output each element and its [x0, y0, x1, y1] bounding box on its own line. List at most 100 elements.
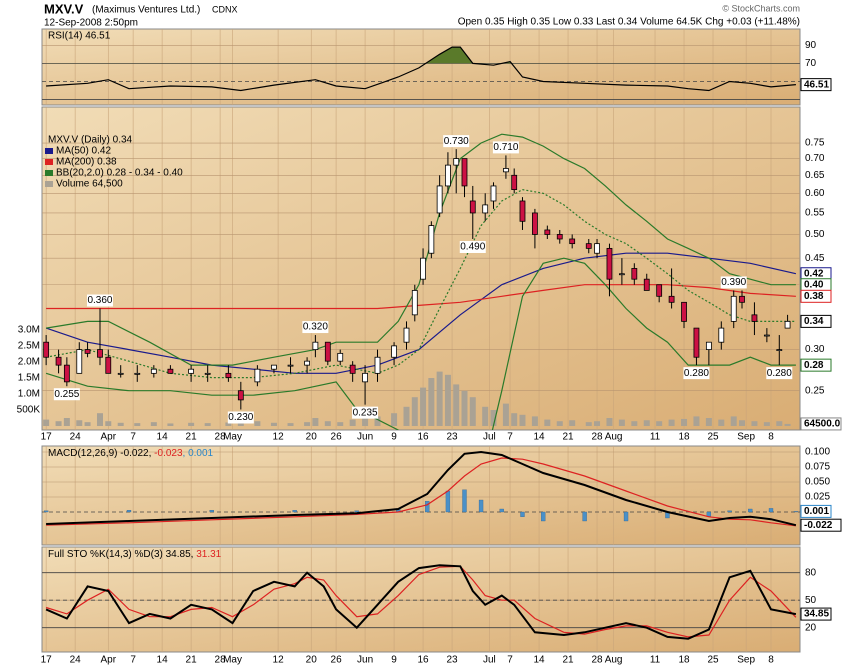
x-tick-label: 21	[562, 655, 574, 666]
x-tick-label: Aug	[605, 655, 623, 666]
histogram-bar	[209, 510, 214, 513]
end-label: 0.001	[804, 506, 829, 517]
volume-bar	[461, 390, 468, 427]
end-label: 0.38	[804, 291, 824, 302]
candle-body	[84, 349, 91, 354]
histogram-bar	[43, 510, 49, 513]
candle-body	[391, 345, 397, 358]
volume-bar	[618, 419, 625, 427]
x-tick-label: 21	[186, 432, 198, 443]
candle-body	[594, 243, 600, 254]
volume-bar	[43, 419, 50, 427]
overlay-line	[45, 257, 796, 430]
panel-title: Full STO %K(14,3) %D(3) 34.85, 31.31	[48, 549, 222, 560]
candle-body	[374, 356, 381, 374]
symbol: MXV.V	[44, 1, 84, 16]
x-tick-label: 23	[447, 655, 459, 666]
end-label: 46.51	[804, 79, 829, 90]
y-tick-label: 70	[805, 58, 817, 69]
x-tick-label: 28	[591, 432, 603, 443]
candle-body	[569, 238, 576, 245]
volume-bar	[188, 422, 195, 427]
x-tick-label: 26	[331, 432, 343, 443]
x-tick-label: 11	[650, 432, 661, 443]
volume-bar	[502, 403, 509, 427]
candle-body	[254, 368, 261, 383]
plot-area	[42, 547, 800, 652]
annotation: 0.360	[87, 295, 112, 306]
y-tick-label: 0.70	[805, 153, 825, 164]
x-tick-label: 7	[507, 432, 513, 443]
histogram-bar	[748, 508, 753, 513]
plot-area	[42, 29, 800, 105]
x-tick-label: 28	[215, 655, 227, 666]
candle-body	[349, 364, 356, 374]
volume-bar	[84, 422, 91, 427]
x-tick-label: 16	[418, 655, 430, 666]
volume-bar	[96, 413, 103, 427]
candle-body	[532, 212, 538, 235]
overlay-line	[45, 188, 796, 379]
y-tick-label: 90	[805, 40, 817, 51]
end-label: 0.28	[804, 360, 824, 371]
candle-body	[403, 327, 410, 343]
x-tick-label: 21	[186, 655, 198, 666]
end-label-box	[800, 78, 832, 92]
x-tick-label: Sep	[737, 655, 755, 666]
plot-area	[42, 107, 800, 430]
candle-body	[97, 349, 103, 358]
y-tick-label: 0.60	[805, 188, 825, 199]
candle-body	[76, 349, 83, 374]
histogram-bar	[478, 499, 484, 513]
end-label-box	[800, 289, 832, 303]
y-tick-label: 0.75	[805, 138, 825, 149]
x-tick-label: Jun	[357, 432, 373, 443]
annotation-box	[720, 276, 747, 289]
volume-bar	[739, 420, 746, 427]
legend-swatch	[45, 181, 53, 187]
x-tick-label: 25	[707, 432, 719, 443]
histogram-bar	[354, 510, 359, 513]
histogram-bar	[768, 508, 774, 513]
x-tick-label: 12	[273, 655, 285, 666]
y-tick-label: 0.45	[805, 253, 825, 264]
volume-bar	[374, 416, 381, 427]
end-label: 0.42	[804, 268, 824, 279]
x-tick-label: 11	[650, 655, 661, 666]
overlay-line	[46, 284, 796, 310]
end-label: 0.40	[804, 279, 824, 290]
volume-bar	[403, 406, 410, 427]
candle-body	[287, 364, 294, 367]
candle-body	[776, 349, 783, 351]
volume-bar	[444, 374, 451, 427]
annotation-box	[352, 406, 379, 419]
legend-swatch	[45, 159, 53, 165]
candle-body	[167, 368, 174, 374]
annotation-box	[459, 240, 486, 253]
x-tick-label: 18	[678, 432, 690, 443]
x-tick-label: 16	[418, 432, 430, 443]
volume-bar	[362, 414, 369, 427]
volume-bar	[287, 423, 294, 427]
volume-bar	[606, 418, 613, 427]
annotation-box	[86, 294, 113, 307]
volume-bar	[225, 422, 232, 427]
title-part: -0.023	[154, 448, 183, 459]
annotation-box	[766, 367, 793, 380]
annotation-box	[302, 321, 329, 334]
volume-bar	[63, 418, 70, 427]
end-label: -0.022	[804, 520, 833, 531]
candle-body	[503, 168, 509, 173]
volume-bar	[544, 419, 551, 427]
y-tick-label: 0.30	[805, 344, 825, 355]
volume-bar	[556, 421, 563, 427]
volume-bar	[117, 422, 124, 427]
volume-bar	[705, 418, 712, 427]
indicator-line	[45, 564, 797, 640]
volume-bar	[324, 421, 331, 427]
annotation-box	[227, 411, 254, 424]
end-label: 34.85	[804, 609, 829, 620]
volume-bar	[631, 421, 638, 427]
volume-bar	[270, 422, 277, 427]
histogram-bar	[499, 508, 504, 513]
